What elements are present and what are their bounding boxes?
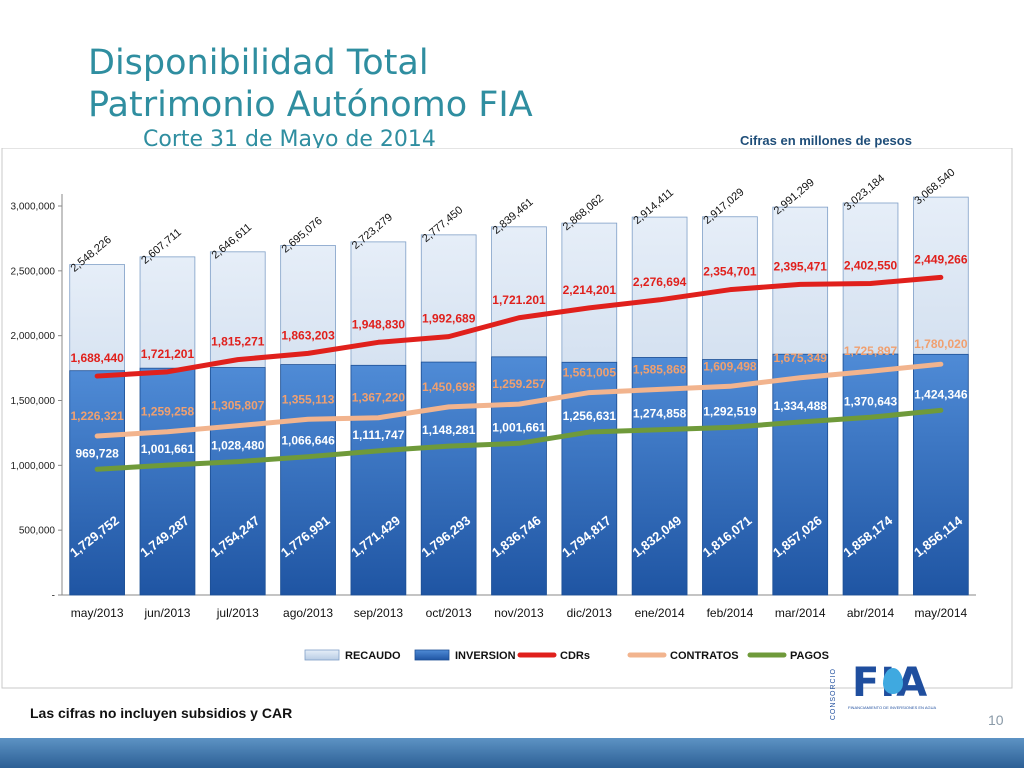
label-contratos: 1,725,897 (844, 344, 898, 358)
line-contratos (94, 361, 944, 439)
label-cdrs: 1,863,203 (281, 328, 335, 342)
label-pagos: 1,256,631 (563, 409, 617, 423)
bar-inversion (702, 359, 758, 596)
label-contratos: 1,367,220 (352, 391, 406, 405)
label-pagos: 1,148,281 (422, 423, 476, 437)
label-cdrs: 1,721,201 (141, 347, 195, 361)
x-tick-label: sep/2013 (354, 606, 404, 620)
legend-label-contratos: CONTRATOS (670, 650, 739, 662)
chart: - 500,000 1,000,000 1,500,000 2,000,000 2,500… (1, 148, 1013, 689)
x-tick-label: may/2013 (71, 606, 124, 620)
label-cdrs: 1,721.201 (492, 293, 546, 307)
x-tick-label: ene/2014 (635, 606, 685, 620)
bottom-bar (0, 738, 1024, 768)
label-pagos: 1,334,488 (774, 399, 828, 413)
label-pagos: 1,111,747 (352, 428, 404, 442)
label-contratos: 1,450,698 (422, 380, 476, 394)
legend-label-inversion: INVERSION (455, 650, 516, 662)
label-pagos: 1,424,346 (914, 387, 968, 401)
label-cdrs: 2,449,266 (914, 252, 968, 266)
logo-side-text: CONSORCIO (830, 668, 837, 721)
legend-label-pagos: PAGOS (790, 650, 829, 662)
bar-inversion (631, 357, 688, 596)
y-tick-label: 500,000 (19, 526, 56, 537)
label-contratos: 1,259.257 (492, 377, 546, 391)
x-tick-label: jun/2013 (143, 606, 190, 620)
label-cdrs: 2,276,694 (633, 275, 687, 289)
x-tick-label: may/2014 (914, 606, 967, 620)
label-contratos: 1,675,349 (774, 351, 828, 365)
label-cdrs: 2,402,550 (844, 258, 898, 272)
y-tick-label: 2,000,000 (11, 331, 56, 342)
bar-inversion (280, 364, 336, 596)
y-tick-label: 1,000,000 (11, 461, 56, 472)
bar-inversion (913, 353, 969, 596)
bar-inversion (420, 361, 477, 596)
label-pagos: 1,028,480 (211, 439, 265, 453)
bar-inversion (209, 367, 266, 596)
label-pagos: 1,274,858 (633, 407, 687, 421)
legend-swatch-inversion (414, 649, 450, 661)
x-tick-label: ago/2013 (283, 606, 333, 620)
title-line-1: Disponibilidad Total (88, 43, 429, 83)
label-pagos: 1,001,661 (141, 442, 195, 456)
label-cdrs: 1,688,440 (70, 351, 124, 365)
label-cdrs: 1,948,830 (352, 317, 406, 331)
x-tick-label: mar/2014 (775, 606, 826, 620)
label-contratos: 1,609,498 (703, 359, 757, 373)
label-cdrs: 2,395,471 (774, 259, 828, 273)
label-cdrs: 2,354,701 (703, 265, 757, 279)
y-tick-label: 3,000,000 (11, 202, 56, 213)
label-contratos: 1,355,113 (282, 392, 335, 406)
bar-inversion (772, 353, 829, 596)
bar-inversion (842, 353, 899, 596)
line-pagos (94, 407, 944, 472)
page-title: Disponibilidad Total Patrimonio Autónomo… (88, 42, 533, 126)
y-tick-label: 1,500,000 (11, 396, 56, 407)
label-pagos: 1,292,519 (703, 404, 757, 418)
label-cdrs: 2,214,201 (563, 283, 617, 297)
label-pagos: 1,370,643 (844, 394, 898, 408)
logo-tagline: FINANCIAMIENTO DE INVERSIONES EN AGUA (848, 705, 937, 710)
label-contratos: 1,259,258 (141, 405, 195, 419)
legend-label-recaudo: RECAUDO (345, 650, 401, 662)
label-pagos: 1,001,661 (492, 420, 546, 434)
label-pagos: 969,728 (75, 446, 119, 460)
water-drop-icon (883, 668, 903, 694)
label-contratos: 1,585,868 (633, 362, 687, 376)
x-tick-label: jul/2013 (216, 606, 259, 620)
x-tick-label: dic/2013 (567, 606, 613, 620)
label-cdrs: 1,992,689 (422, 312, 476, 326)
bar-inversion (491, 356, 547, 596)
page-number: 10 (988, 712, 1004, 728)
y-tick-label: 2,500,000 (11, 266, 56, 277)
label-contratos: 1,561,005 (563, 366, 617, 380)
legend-label-cdrs: CDRs (560, 650, 590, 662)
bar-inversion (350, 364, 407, 596)
label-pagos: 1,066,646 (281, 434, 335, 448)
label-contratos: 1,780,020 (914, 337, 968, 351)
line-cdrs (94, 274, 944, 379)
bar-inversion (139, 367, 196, 596)
bar-inversion (69, 370, 125, 596)
y-tick-label: - (52, 591, 55, 602)
x-tick-label: feb/2014 (707, 606, 754, 620)
title-line-2: Patrimonio Autónomo FIA (88, 85, 533, 125)
legend-swatch-recaudo (304, 649, 340, 661)
x-tick-label: abr/2014 (847, 606, 895, 620)
x-tick-label: nov/2013 (494, 606, 544, 620)
bar-inversion (561, 361, 618, 596)
x-tick-label: oct/2013 (426, 606, 472, 620)
units-note: Cifras en millones de pesos (740, 133, 912, 148)
label-cdrs: 1,815,271 (211, 335, 265, 349)
label-contratos: 1,305,807 (211, 399, 265, 413)
fia-logo: CONSORCIO FIA FINANCIAMIENTO DE INVERSIO… (828, 662, 963, 720)
footnote: Las cifras no incluyen subsidios y CAR (30, 705, 293, 721)
label-contratos: 1,226,321 (70, 409, 124, 423)
